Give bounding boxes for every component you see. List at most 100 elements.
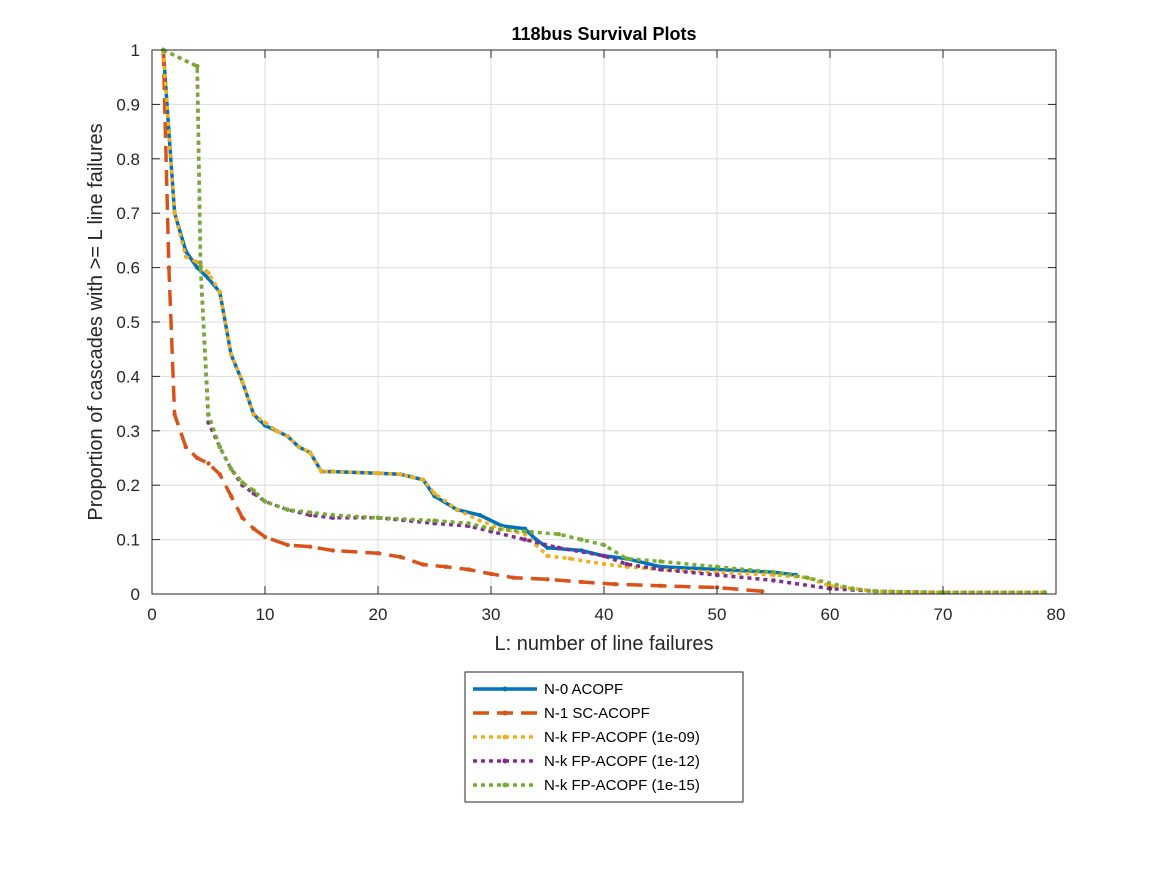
legend-marker bbox=[502, 686, 508, 692]
data-point bbox=[240, 480, 245, 485]
legend-marker bbox=[502, 710, 508, 716]
series-2 bbox=[161, 47, 765, 594]
data-point bbox=[398, 472, 403, 477]
data-point bbox=[556, 545, 561, 550]
data-point bbox=[771, 570, 776, 575]
y-tick-label: 0.4 bbox=[116, 367, 140, 386]
data-point bbox=[421, 562, 426, 567]
data-point bbox=[522, 529, 528, 534]
x-tick-label: 60 bbox=[821, 605, 840, 624]
data-point bbox=[166, 265, 172, 270]
data-point bbox=[567, 556, 573, 561]
y-tick-label: 0 bbox=[131, 585, 140, 604]
y-tick-label: 0.3 bbox=[116, 422, 140, 441]
y-tick-label: 0.7 bbox=[116, 204, 140, 223]
data-point bbox=[308, 544, 313, 549]
legend-item: N-k FP-ACOPF (1e-15) bbox=[473, 777, 700, 794]
data-point bbox=[579, 537, 584, 542]
data-point bbox=[760, 589, 765, 594]
data-point bbox=[262, 499, 268, 504]
data-point bbox=[624, 556, 629, 561]
data-point bbox=[183, 444, 189, 450]
data-point bbox=[601, 553, 607, 559]
data-point bbox=[601, 561, 607, 567]
data-point bbox=[545, 545, 550, 550]
x-tick-label: 0 bbox=[147, 605, 156, 624]
data-point bbox=[556, 532, 561, 537]
data-point bbox=[658, 559, 663, 564]
data-point bbox=[873, 589, 878, 594]
grid bbox=[151, 49, 1057, 595]
data-point bbox=[296, 444, 302, 450]
legend-label: N-0 ACOPF bbox=[544, 681, 623, 698]
legend-item: N-1 SC-ACOPF bbox=[473, 705, 650, 722]
data-point bbox=[771, 578, 776, 583]
legend-label: N-k FP-ACOPF (1e-12) bbox=[544, 753, 700, 770]
data-point bbox=[477, 512, 482, 518]
legend-label: N-k FP-ACOPF (1e-09) bbox=[544, 729, 700, 746]
y-tick-label: 0.2 bbox=[116, 476, 140, 495]
data-point bbox=[285, 434, 290, 439]
data-point bbox=[228, 352, 234, 357]
data-point bbox=[206, 270, 211, 276]
legend-marker bbox=[502, 734, 508, 740]
data-point bbox=[375, 551, 381, 556]
data-point bbox=[432, 491, 437, 496]
data-point bbox=[624, 561, 629, 567]
data-point bbox=[308, 450, 313, 455]
data-point bbox=[466, 567, 471, 572]
data-point bbox=[206, 461, 211, 466]
data-point bbox=[166, 129, 172, 134]
y-tick-label: 0.6 bbox=[116, 259, 140, 278]
data-point bbox=[206, 412, 211, 417]
series-lines bbox=[161, 47, 1047, 595]
data-point bbox=[330, 469, 335, 474]
y-tick-label: 0.8 bbox=[116, 150, 140, 169]
data-point bbox=[375, 515, 381, 520]
data-point bbox=[658, 567, 663, 572]
data-point bbox=[658, 583, 663, 588]
data-point bbox=[409, 474, 415, 480]
data-point bbox=[217, 289, 222, 295]
x-tick-label: 80 bbox=[1047, 605, 1066, 624]
data-point bbox=[398, 554, 403, 560]
data-point bbox=[217, 472, 222, 477]
data-point bbox=[375, 471, 381, 476]
data-point bbox=[262, 534, 268, 540]
data-point bbox=[251, 526, 256, 531]
y-tick-label: 0.1 bbox=[116, 531, 140, 550]
data-point bbox=[330, 548, 335, 553]
data-point bbox=[262, 420, 268, 425]
x-tick-label: 70 bbox=[934, 605, 953, 624]
data-point bbox=[195, 455, 200, 461]
series-5 bbox=[161, 47, 1047, 595]
data-point bbox=[198, 265, 203, 270]
data-point bbox=[228, 466, 234, 472]
x-tick-label: 50 bbox=[708, 605, 727, 624]
series-1 bbox=[161, 47, 799, 578]
data-point bbox=[454, 507, 460, 512]
legend-box bbox=[464, 671, 744, 803]
legend-label: N-1 SC-ACOPF bbox=[544, 705, 650, 722]
data-point bbox=[330, 512, 335, 518]
data-point bbox=[251, 488, 256, 493]
data-point bbox=[240, 515, 245, 520]
data-point bbox=[805, 575, 810, 580]
data-point bbox=[443, 564, 448, 569]
data-point bbox=[488, 571, 494, 577]
legend-item: N-k FP-ACOPF (1e-09) bbox=[473, 729, 700, 746]
data-point bbox=[432, 518, 437, 523]
data-point bbox=[308, 510, 313, 515]
y-tick-label: 1 bbox=[131, 41, 140, 60]
axis-ticks: 0 10 20 30 40 50 60 70 80 0 0.1 0.2 0.3 0.4 0.5 0.6 0.7 0… bbox=[116, 41, 1065, 624]
y-tick-label: 0.5 bbox=[116, 313, 140, 332]
legend-marker bbox=[502, 758, 508, 764]
data-point bbox=[545, 577, 550, 582]
data-point bbox=[601, 542, 607, 548]
x-tick-label: 10 bbox=[256, 605, 275, 624]
data-point bbox=[319, 469, 324, 474]
data-point bbox=[251, 412, 256, 417]
data-point bbox=[522, 537, 528, 542]
data-point bbox=[545, 553, 550, 559]
